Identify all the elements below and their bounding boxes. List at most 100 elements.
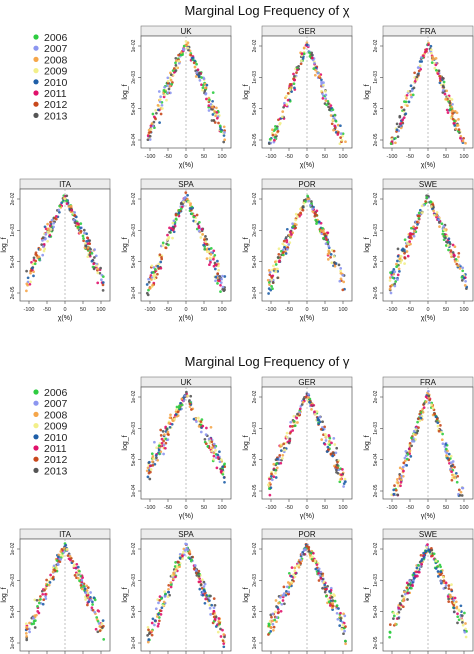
point-2010 [462, 276, 466, 280]
point-2010 [436, 575, 440, 578]
point-2008 [86, 596, 90, 599]
y-axis-label: log_f [364, 435, 371, 450]
point-2010 [323, 583, 327, 587]
point-2009 [166, 595, 170, 599]
series-points [389, 41, 467, 146]
point-2010 [283, 245, 286, 249]
point-2008 [342, 280, 346, 284]
point-2010 [416, 223, 419, 226]
y-tick-label: 2e-05 [373, 286, 379, 299]
point-2013 [293, 75, 296, 78]
point-2010 [422, 551, 425, 555]
point-2007 [52, 225, 55, 229]
point-2006 [30, 622, 34, 626]
point-2008 [396, 478, 399, 481]
point-2012 [428, 398, 432, 402]
point-2010 [396, 254, 400, 258]
point-2009 [166, 79, 170, 83]
point-2010 [276, 606, 280, 609]
y-tick-label: 1e-02 [252, 542, 258, 555]
point-2012 [101, 283, 105, 287]
point-2007 [44, 597, 48, 600]
point-2008 [275, 620, 278, 624]
point-2009 [197, 416, 200, 420]
point-2008 [209, 425, 213, 429]
point-2009 [201, 88, 204, 92]
point-2007 [41, 253, 45, 257]
point-2011 [174, 575, 177, 579]
point-2010 [392, 268, 396, 271]
point-2008 [24, 632, 28, 635]
point-2012 [164, 441, 168, 445]
point-2007 [178, 552, 182, 556]
point-2009 [324, 435, 328, 439]
point-2010 [202, 243, 205, 247]
point-2012 [158, 619, 161, 623]
point-2008 [288, 583, 292, 587]
point-2010 [223, 480, 226, 484]
point-2011 [319, 577, 323, 580]
point-2013 [302, 553, 306, 556]
point-2006 [201, 86, 205, 90]
point-2006 [403, 238, 407, 242]
point-2011 [288, 425, 292, 428]
point-2008 [167, 587, 170, 591]
point-2006 [82, 237, 85, 240]
point-2013 [302, 397, 306, 401]
point-2012 [344, 625, 347, 628]
x-tick-label: 0 [305, 307, 308, 313]
y-tick-label: 5e-04 [373, 102, 379, 115]
point-2010 [438, 81, 442, 85]
point-2012 [86, 236, 89, 240]
point-2013 [393, 282, 397, 286]
panel-ger-gamma: GER -100 -50 0 50 100 γ(%) 2e-05 5e-04 1e-03 2e-02… [243, 376, 353, 520]
point-2010 [192, 417, 196, 421]
point-2013 [222, 140, 226, 144]
panel-country-label: SPA [178, 180, 194, 189]
point-2011 [319, 221, 323, 225]
point-2008 [171, 577, 175, 581]
point-2012 [319, 427, 323, 431]
point-2009 [199, 236, 203, 239]
point-2012 [159, 434, 163, 437]
point-2007 [324, 242, 328, 246]
point-2010 [160, 606, 164, 610]
point-2012 [174, 213, 178, 217]
point-2008 [281, 453, 285, 457]
y-tick-label: 1e-03 [373, 71, 379, 84]
point-2008 [209, 253, 213, 256]
y-tick-label: 2e-02 [10, 192, 16, 205]
point-2009 [425, 545, 428, 549]
point-2013 [300, 403, 304, 406]
point-2011 [205, 426, 208, 430]
point-2008 [455, 605, 459, 609]
point-2011 [28, 282, 32, 286]
point-2006 [157, 616, 161, 619]
point-2013 [408, 89, 412, 93]
point-2008 [453, 260, 457, 263]
series-points [267, 41, 347, 146]
point-2013 [331, 599, 335, 602]
point-2012 [450, 588, 453, 592]
point-2007 [318, 574, 322, 577]
point-2009 [43, 247, 47, 251]
legend-marker-2007 [33, 45, 39, 51]
point-2010 [407, 100, 411, 104]
point-2008 [305, 41, 309, 45]
legend-marker-2013 [33, 467, 39, 473]
point-2011 [215, 116, 219, 120]
point-2008 [450, 255, 453, 259]
point-2011 [162, 95, 166, 99]
point-2010 [153, 619, 157, 622]
point-2011 [438, 77, 442, 80]
panel-swe-gamma: SWE-100-50050100γ(%)2e-055e-041e-032e-02… [364, 528, 474, 654]
point-2007 [393, 284, 397, 288]
point-2009 [341, 623, 345, 627]
point-2012 [164, 246, 168, 250]
point-2010 [395, 128, 399, 132]
point-2012 [281, 251, 285, 255]
point-2009 [280, 115, 284, 119]
point-2006 [410, 226, 413, 230]
point-2006 [308, 51, 311, 55]
